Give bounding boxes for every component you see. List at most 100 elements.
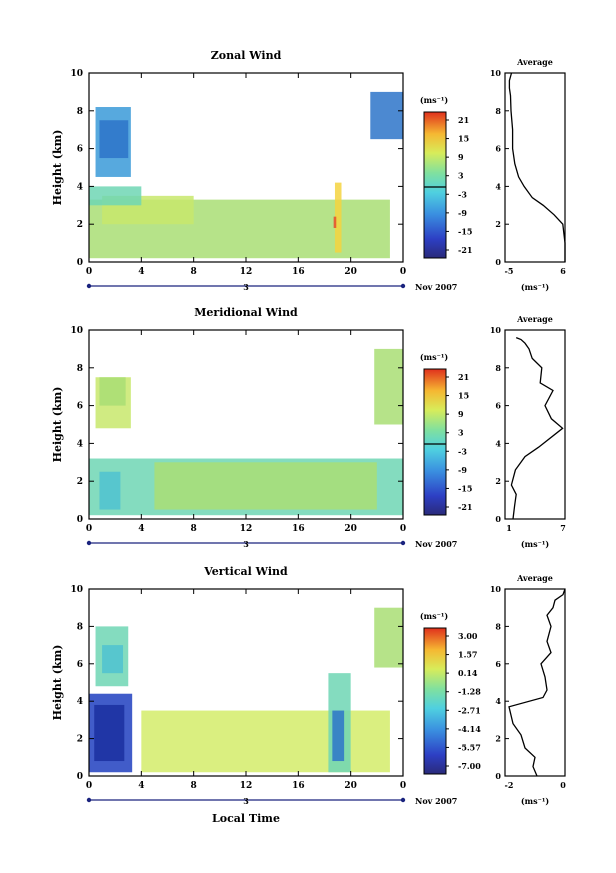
colorbar-tick-label: 15: [458, 134, 469, 144]
colorbar-tick-label: -9: [458, 208, 467, 218]
y-axis-label: Height (km): [51, 645, 64, 721]
heatmap-cell: [334, 182, 342, 253]
y-tick-label: 4: [77, 697, 83, 707]
average-x-tick-label: -2: [505, 780, 514, 790]
average-x-tick-label: 6: [560, 266, 566, 276]
y-tick-label: 0: [77, 258, 83, 268]
x-tick-label: 4: [138, 267, 144, 277]
colorbar-tick-label: 3: [458, 171, 464, 181]
x-tick-label: 0: [86, 781, 92, 791]
colorbar-tick-label: 1.57: [458, 650, 477, 660]
x-tick-label: 8: [191, 267, 197, 277]
y-tick-label: 6: [77, 145, 83, 155]
colorbar-tick-label: 3: [458, 428, 464, 438]
average-y-tick-label: 8: [495, 621, 501, 631]
heatmap-cell: [154, 462, 377, 510]
date-label: 3: [243, 539, 249, 549]
date-bar-start: [86, 797, 92, 803]
x-tick-label: 4: [138, 524, 144, 534]
x-tick-label: 12: [240, 267, 253, 277]
x-axis-label: Local Time: [212, 812, 280, 825]
panel-title: Zonal Wind: [211, 49, 282, 62]
heatmap-field: [89, 607, 403, 773]
average-y-tick-label: 4: [495, 438, 501, 448]
heatmap-cell: [94, 704, 125, 762]
heatmap-cell: [99, 471, 121, 510]
y-tick-label: 2: [77, 735, 83, 745]
average-y-tick-label: 4: [495, 696, 501, 706]
x-tick-label: 0: [400, 524, 406, 534]
average-y-tick-label: 6: [495, 401, 501, 411]
y-tick-label: 0: [77, 772, 83, 782]
date-range-label: Nov 2007: [415, 796, 457, 806]
x-tick-label: 12: [240, 524, 253, 534]
heatmap-cell: [374, 348, 403, 425]
average-profile-line: [508, 588, 566, 777]
colorbar-tick-label: -5.57: [458, 742, 481, 752]
date-bar-end: [400, 797, 406, 803]
colorbar-tick-label: 0.14: [458, 668, 478, 678]
y-tick-label: 10: [70, 326, 83, 336]
heatmap-cell: [370, 91, 403, 140]
date-bar-start: [86, 283, 92, 289]
average-profile-line: [508, 72, 566, 262]
average-y-tick-label: 6: [495, 144, 501, 154]
heatmap-cell: [99, 120, 129, 159]
average-y-tick-label: 8: [495, 106, 501, 116]
colorbar-tick-label: 3.00: [458, 631, 478, 641]
average-x-tick-label: 1: [506, 523, 512, 533]
colorbar-tick-label: -21: [458, 502, 472, 512]
x-tick-label: 20: [344, 524, 357, 534]
average-y-tick-label: 10: [490, 68, 502, 78]
y-axis-label: Height (km): [51, 130, 64, 206]
average-y-tick-label: 10: [490, 584, 502, 594]
colorbar-unit: (ms⁻¹): [420, 352, 448, 362]
average-x-label: (ms⁻¹): [521, 796, 549, 806]
average-frame: [504, 72, 566, 263]
date-bar-end: [400, 283, 406, 289]
x-tick-label: 8: [191, 781, 197, 791]
colorbar-unit: (ms⁻¹): [420, 95, 448, 105]
x-tick-label: 0: [400, 267, 406, 277]
average-x-label: (ms⁻¹): [521, 282, 549, 292]
colorbar-tick-label: -3: [458, 446, 467, 456]
date-label: 3: [243, 282, 249, 292]
heatmap-field: [89, 348, 403, 516]
average-profile-line: [510, 336, 564, 520]
date-bar-end: [400, 540, 406, 546]
y-axis-label: Height (km): [51, 387, 64, 463]
x-tick-label: 0: [400, 781, 406, 791]
colorbar-unit: (ms⁻¹): [420, 611, 448, 621]
heatmap-cell: [374, 607, 403, 668]
colorbar: [423, 368, 447, 516]
y-tick-label: 10: [70, 69, 83, 79]
colorbar-tick-label: 21: [458, 115, 469, 125]
average-y-tick-label: 4: [495, 181, 501, 191]
y-tick-label: 0: [77, 515, 83, 525]
colorbar: [423, 111, 447, 259]
panel-title: Vertical Wind: [203, 565, 288, 578]
panel-title: Meridional Wind: [194, 306, 298, 319]
average-x-label: (ms⁻¹): [521, 539, 549, 549]
average-y-tick-label: 0: [495, 771, 501, 781]
x-tick-label: 20: [344, 267, 357, 277]
average-frame: [504, 329, 566, 520]
y-tick-label: 8: [77, 107, 83, 117]
average-x-tick-label: 0: [560, 780, 566, 790]
heatmap-cell: [89, 186, 142, 206]
x-tick-label: 16: [292, 781, 305, 791]
x-tick-label: 8: [191, 524, 197, 534]
heatmap-cell: [332, 710, 345, 762]
y-tick-label: 6: [77, 402, 83, 412]
colorbar-tick-label: 15: [458, 391, 469, 401]
y-tick-label: 6: [77, 660, 83, 670]
average-y-tick-label: 2: [495, 734, 501, 744]
date-range-label: Nov 2007: [415, 282, 457, 292]
heatmap-cell: [99, 377, 126, 406]
y-tick-label: 10: [70, 585, 83, 595]
colorbar-tick-label: -1.28: [458, 687, 481, 697]
x-tick-label: 12: [240, 781, 253, 791]
y-tick-label: 8: [77, 364, 83, 374]
